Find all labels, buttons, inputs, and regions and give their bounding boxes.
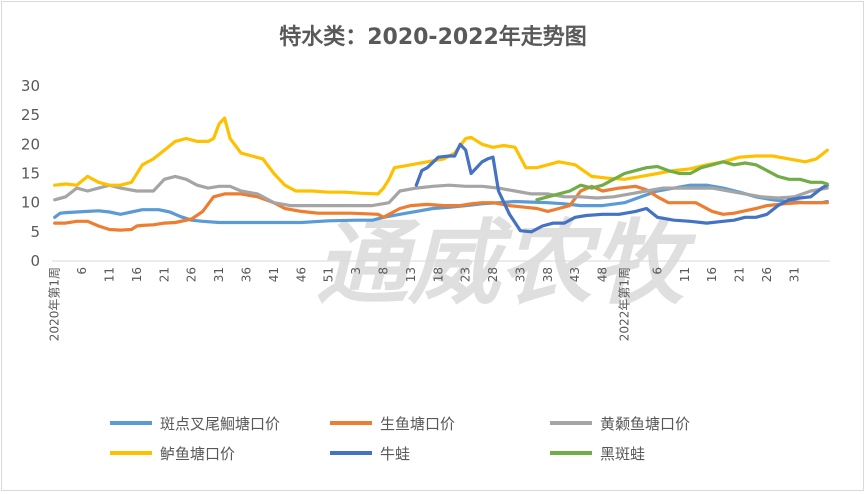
- x-tick-label: 31: [212, 267, 226, 282]
- chart-title: 特水类：2020-2022年走势图: [279, 24, 587, 50]
- x-tick-label: 11: [103, 267, 117, 282]
- y-tick-label: 25: [21, 106, 40, 124]
- y-axis: 0 5 10 15 20 25 30: [21, 77, 40, 270]
- series-line-5: [414, 142, 829, 234]
- x-tick-label: 48: [596, 267, 610, 282]
- legend-label: 黑斑蛙: [600, 445, 645, 463]
- y-tick-label: 30: [21, 77, 40, 95]
- x-tick-label: 26: [185, 267, 199, 282]
- x-tick-label: 26: [760, 267, 774, 282]
- x-tick-label: 6: [75, 267, 89, 275]
- series-line-6: [535, 160, 829, 202]
- x-tick-label: 28: [486, 267, 500, 282]
- series-line-2: [53, 184, 829, 232]
- legend-label: 黄颡鱼塘口价: [600, 415, 690, 433]
- x-tick-label: 13: [404, 267, 418, 282]
- y-tick-label: 20: [21, 135, 40, 153]
- legend-label: 牛蛙: [380, 445, 410, 463]
- x-tick-label: 8: [376, 267, 390, 275]
- x-tick-label: 31: [787, 267, 801, 282]
- series-line-1: [53, 183, 829, 225]
- x-tick-label: 36: [240, 267, 254, 282]
- y-tick-label: 0: [30, 252, 40, 270]
- watermark: 通威农牧: [316, 210, 697, 317]
- x-tick-label: 21: [157, 267, 171, 282]
- y-tick-label: 10: [21, 194, 40, 212]
- x-period-label: 2022年第1周: [618, 267, 632, 341]
- x-tick-label: 38: [541, 267, 555, 282]
- x-tick-label: 33: [513, 267, 527, 282]
- x-tick-label: 51: [322, 267, 336, 282]
- x-tick-label: 11: [678, 267, 692, 282]
- x-tick-label: 21: [733, 267, 747, 282]
- legend-label: 斑点叉尾鮰塘口价: [160, 415, 280, 433]
- series-line-3: [53, 174, 829, 208]
- legend-label: 生鱼塘口价: [380, 415, 455, 433]
- x-tick-label: 16: [705, 267, 719, 282]
- plot-area: [53, 116, 829, 234]
- series-line-4: [53, 116, 829, 196]
- x-tick-label: 3: [349, 267, 363, 275]
- y-tick-label: 15: [21, 165, 40, 183]
- x-tick-label: 16: [130, 267, 144, 282]
- x-tick-label: 46: [294, 267, 308, 282]
- x-axis: 6 11 16 21 26 31 36 41 46 51 3 8 13 18 23 28 33 38 43 48 6 11…: [48, 260, 830, 341]
- y-tick-label: 5: [30, 223, 40, 241]
- x-tick-label: 43: [568, 267, 582, 282]
- x-tick-label: 41: [267, 267, 281, 282]
- legend-label: 鲈鱼塘口价: [160, 445, 235, 463]
- x-tick-label: 6: [650, 267, 664, 275]
- x-tick-label: 23: [459, 267, 473, 282]
- x-period-label: 2020年第1周: [48, 267, 62, 341]
- x-tick-label: 18: [431, 267, 445, 282]
